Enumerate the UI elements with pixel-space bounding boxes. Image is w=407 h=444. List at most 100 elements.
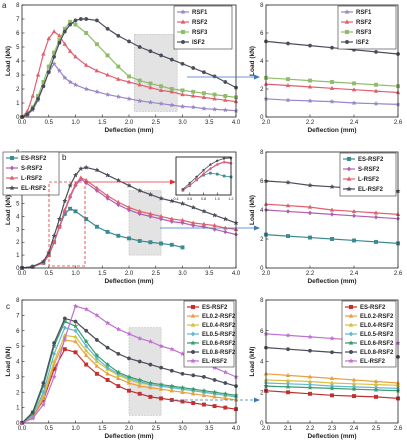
legend-label: RSF2	[356, 20, 372, 26]
data-point	[180, 92, 185, 97]
x-axis-label: Deflection (mm)	[307, 433, 356, 440]
data-point	[147, 380, 154, 386]
x-tick-label: 1.0	[71, 271, 80, 277]
legend-label: L-RSF2	[21, 176, 43, 182]
y-axis-label: Load (kN)	[5, 347, 12, 377]
x-tick-label: 2.5	[152, 120, 161, 126]
legend-swatch-marker	[348, 349, 354, 355]
data-point	[307, 210, 313, 216]
legend-item: EL-RSF2	[187, 357, 228, 365]
data-point	[62, 198, 68, 204]
data-point	[215, 162, 219, 166]
data-point	[329, 85, 335, 90]
legend-label: RSF3	[356, 30, 372, 36]
data-point	[223, 405, 228, 410]
x-tick-label: 4.0	[232, 271, 241, 277]
data-point	[201, 94, 207, 100]
legend-label: ES-RSF2	[21, 156, 47, 162]
y-tick-label: 2	[16, 240, 20, 246]
arrow-head	[170, 179, 176, 185]
legend-item: ES-RSF2	[6, 155, 47, 162]
data-point	[62, 74, 68, 81]
data-point	[137, 45, 142, 49]
legend-item: EL0.8-RSF2	[345, 349, 394, 356]
data-point	[307, 333, 313, 340]
y-tick-label: 3	[16, 375, 20, 381]
data-point	[201, 208, 207, 214]
legend-item: RSF2	[177, 19, 208, 26]
y-tick-label: 5	[16, 202, 20, 208]
data-point	[30, 410, 35, 415]
legend-item: ISF2	[341, 39, 369, 46]
data-point	[329, 98, 335, 104]
data-point	[352, 394, 356, 399]
data-point	[105, 193, 110, 198]
data-point	[67, 79, 73, 85]
data-point	[212, 378, 217, 382]
legend-item: ES-RSF2	[187, 304, 228, 311]
legend-item: EL-RSF2	[345, 357, 386, 365]
data-point	[73, 181, 78, 186]
x-tick-label: 3.5	[205, 426, 214, 432]
legend-swatch-marker	[190, 322, 196, 327]
data-point	[148, 362, 153, 367]
data-point	[115, 93, 122, 100]
data-point	[148, 385, 153, 390]
data-point	[105, 26, 110, 31]
data-point	[73, 54, 78, 59]
data-point	[83, 62, 89, 67]
legend-item: EL0.2-RSF2	[187, 313, 236, 320]
data-point	[36, 96, 40, 101]
data-point	[116, 64, 121, 69]
x-tick-label: 3.5	[205, 271, 214, 277]
legend-swatch-marker	[190, 331, 196, 337]
chart-c-zoom: 2.0 2.1 2.2 2.3 2.4 2.5 2.6 0 2 4 6 8 Deflection (mm…	[249, 298, 403, 440]
data-point	[72, 172, 79, 178]
chart-c-main: 0.0 0.5 1.0 1.5 2.0 2.5 3.0 3.5 4.0 0 1 2 3 4 5 6 7 8 Defl…	[5, 298, 241, 440]
data-point	[136, 187, 143, 194]
data-point	[180, 220, 185, 226]
data-point	[211, 389, 218, 395]
x-tick-label: 2.6	[394, 271, 403, 277]
data-point	[56, 67, 63, 74]
data-point	[73, 22, 78, 27]
data-point	[51, 343, 57, 349]
x-tick-label: 3.0	[178, 426, 187, 432]
data-point	[222, 159, 226, 163]
y-tick-label: 8	[260, 150, 264, 156]
legend-item: EL-RSF2	[343, 185, 384, 193]
data-point	[330, 237, 334, 241]
x-tick-label: 0.0	[18, 120, 27, 126]
data-point	[352, 238, 356, 243]
data-point	[201, 91, 206, 96]
data-point	[126, 373, 132, 380]
x-tick-label: 4.0	[232, 426, 241, 432]
x-axis-label: Deflection (mm)	[104, 278, 153, 285]
zoom-region-box	[128, 190, 162, 256]
data-point	[307, 84, 313, 89]
data-point	[73, 334, 78, 339]
legend-swatch-marker	[348, 322, 354, 327]
legend-swatch-marker	[9, 165, 15, 171]
data-point	[187, 180, 192, 185]
legend-swatch-marker	[190, 339, 196, 346]
data-point	[137, 391, 142, 396]
data-point	[127, 39, 131, 44]
data-point	[40, 258, 47, 264]
data-point	[84, 362, 89, 367]
x-tick-label: 2.0	[262, 426, 271, 432]
data-point	[46, 36, 52, 41]
data-point	[329, 385, 335, 391]
data-point	[180, 371, 185, 376]
x-tick-label: 1.5	[98, 271, 107, 277]
data-point	[169, 89, 175, 94]
data-point	[41, 389, 46, 395]
legend-item: RSF1	[177, 8, 208, 16]
inset-region-box	[48, 181, 86, 267]
data-point	[62, 347, 67, 352]
data-point	[201, 168, 206, 173]
y-tick-label: 4	[260, 59, 264, 65]
y-tick-label: 0	[16, 421, 20, 427]
data-point	[191, 373, 196, 378]
data-point	[215, 158, 220, 163]
